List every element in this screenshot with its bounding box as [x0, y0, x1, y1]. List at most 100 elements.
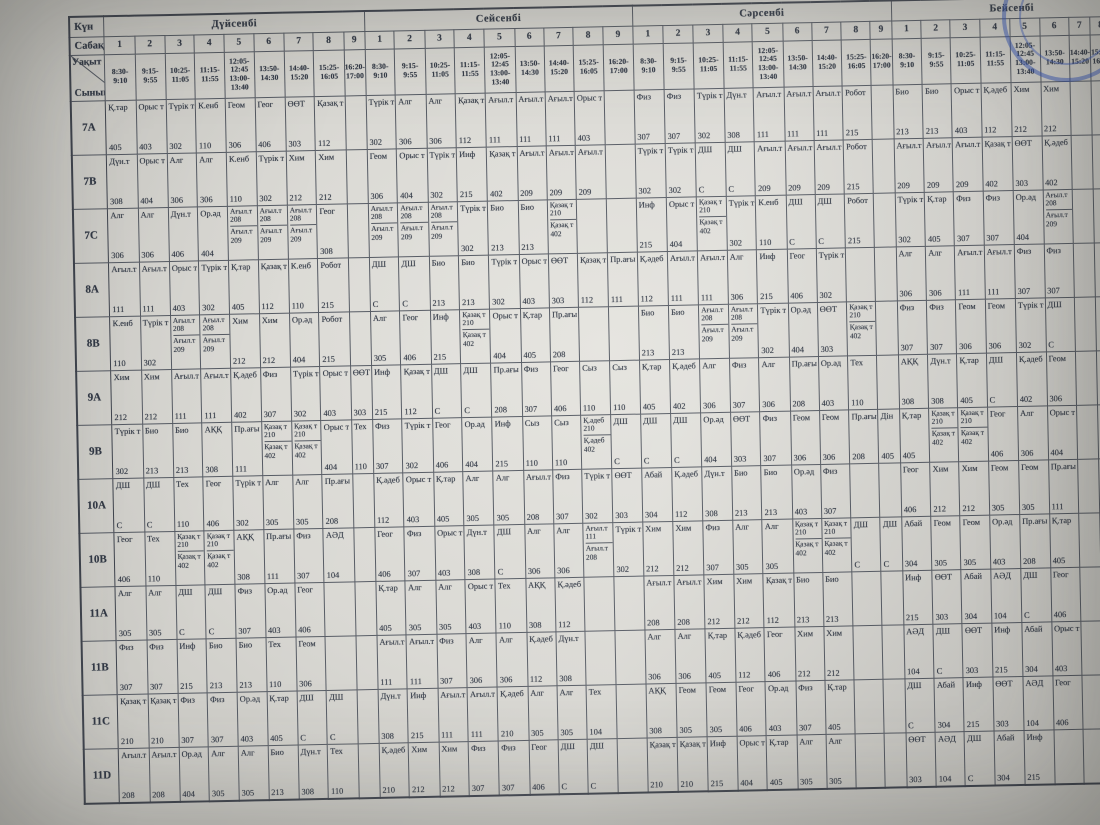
- subject: Геом: [1021, 462, 1039, 472]
- lesson-cell: Хим 212: [1010, 81, 1042, 137]
- time-cell: 14:40- 15:20: [544, 44, 575, 92]
- room-number: 306: [527, 566, 541, 576]
- subject: Геог: [1052, 569, 1069, 579]
- room-number: 308: [901, 396, 915, 406]
- subject: Қазақ т: [457, 95, 485, 105]
- room-number: 212: [1014, 124, 1027, 134]
- lesson-cell: Пр.ағы 208: [490, 361, 523, 417]
- lesson-cell: Тех 110: [495, 577, 527, 633]
- room-number: С: [936, 666, 943, 676]
- room-number: 305: [408, 622, 422, 632]
- subject: Инф: [905, 572, 922, 582]
- lesson-cell: [355, 634, 378, 690]
- room-number: 306: [1049, 393, 1063, 403]
- lesson-cell: ДШ С: [205, 583, 236, 639]
- lesson-cell: [616, 683, 647, 739]
- lesson-cell: АӘД 104: [903, 623, 935, 679]
- subject: Алг: [295, 476, 309, 487]
- split-lesson: Қазақ т 210 Қазақ т 402: [929, 408, 959, 449]
- room-number: 307: [1017, 286, 1031, 296]
- subject: Қ.тар: [769, 737, 789, 747]
- lesson-cell: ДШ С: [785, 194, 816, 249]
- room-number: 212: [736, 615, 750, 626]
- subject: Пр.ағы: [234, 423, 260, 434]
- lesson-cell: Алг 305: [493, 469, 525, 525]
- class-axis-label: Сынып: [74, 86, 106, 99]
- subject: Қ.тар: [707, 630, 728, 640]
- subject: Қазақ т: [403, 366, 430, 376]
- lesson-cell: Алг 306: [425, 93, 457, 148]
- lesson-cell: Орыс т 404: [321, 419, 353, 474]
- room-number: 210: [794, 527, 807, 537]
- class-label: 10В: [79, 532, 116, 587]
- subject: Ағыл.т: [786, 88, 812, 99]
- subject: Ор.әд: [1015, 192, 1037, 202]
- lesson-cell: Ағыл.т 111: [983, 244, 1016, 299]
- room-number: 404: [465, 459, 478, 469]
- subject: Геог: [377, 529, 393, 539]
- room-number: 402: [960, 436, 973, 446]
- room-number: 404: [1016, 232, 1030, 242]
- lesson-cell: Пр.ағы 111: [231, 421, 263, 476]
- subject: Инф: [994, 624, 1011, 635]
- lesson-cell: [875, 300, 899, 355]
- subject: Геом: [958, 301, 976, 311]
- subject: ДШ: [329, 692, 344, 702]
- room-number: 111: [700, 292, 713, 302]
- lesson-cell: Инф 215: [756, 248, 788, 304]
- lesson-cell: ӨӨТ 303: [992, 675, 1024, 731]
- lesson-cell: Ағыл.т 111: [138, 261, 171, 316]
- room-number: 306: [398, 136, 412, 146]
- lesson-cell: [854, 678, 885, 734]
- room-number: 302: [202, 302, 215, 312]
- class-label: 11А: [80, 586, 117, 641]
- lesson-cell: Ор.әд 404: [1013, 189, 1044, 245]
- subject: Био: [795, 574, 810, 585]
- split-lesson: Қазақ т 210 Қазақ т 402: [958, 407, 988, 448]
- subject: Алг: [495, 472, 510, 483]
- room-number: 307: [956, 233, 970, 243]
- lesson-cell: Хим 212: [438, 741, 470, 797]
- lesson-cell: Қ.тар 405: [228, 259, 260, 314]
- time-cell: 15:25- 16:05: [573, 44, 605, 91]
- subject: Ағыл.т: [577, 146, 603, 157]
- lesson-cell: Қ.тар 405: [899, 407, 930, 463]
- lesson-cell: Қазақ т 112: [314, 95, 346, 151]
- subject: Пр.ағы: [1050, 461, 1076, 471]
- room-number: 210: [120, 736, 134, 746]
- room-number: 402: [931, 437, 944, 447]
- subject: Геог: [531, 742, 547, 752]
- room-number: 303: [935, 611, 949, 622]
- subject: Түрік т: [292, 368, 319, 379]
- lesson-cell: Қазақ т 210 Қазақ т 402: [174, 530, 206, 585]
- subject: Хим: [318, 152, 335, 162]
- room-number: 112: [404, 406, 417, 416]
- split-lesson: Ағыл.т 208 Ағыл.т 209: [369, 203, 399, 244]
- subject: Физ: [118, 642, 134, 652]
- subject: Алг: [264, 477, 279, 487]
- room-number: 110: [198, 140, 212, 150]
- lesson-cell: Қазақ т 210: [677, 736, 709, 792]
- room-number: 402: [985, 178, 998, 189]
- subject: Ор.әд: [793, 466, 815, 477]
- subject: Дін: [880, 411, 894, 421]
- subject: Ағыл.т: [955, 139, 981, 149]
- subject: ӨӨТ: [908, 734, 926, 744]
- room-number: 403: [267, 625, 281, 635]
- lesson-cell: Қ.әдеб 112: [980, 82, 1012, 137]
- lesson-cell: Физ 307: [372, 418, 404, 473]
- lesson-cell: Геог 406: [114, 531, 146, 587]
- room-number: 208: [852, 451, 865, 461]
- subject: Инф: [179, 641, 196, 651]
- subject: К.енб: [112, 318, 133, 328]
- lesson-cell: Қ.тар 405: [520, 307, 551, 362]
- subject: Орыс т: [399, 150, 425, 160]
- lesson-cell: ДШ С: [587, 738, 619, 794]
- lesson-cell: ДШ С: [851, 516, 882, 572]
- lesson-cell: Ор.әд 403: [237, 691, 268, 746]
- room-number: 405: [828, 722, 841, 732]
- lesson-cell: [853, 624, 884, 680]
- lesson-cell: Ор.әд 404: [461, 416, 494, 472]
- lesson-cell: Био 213: [892, 83, 924, 139]
- lesson-cell: Алг 306: [758, 356, 791, 412]
